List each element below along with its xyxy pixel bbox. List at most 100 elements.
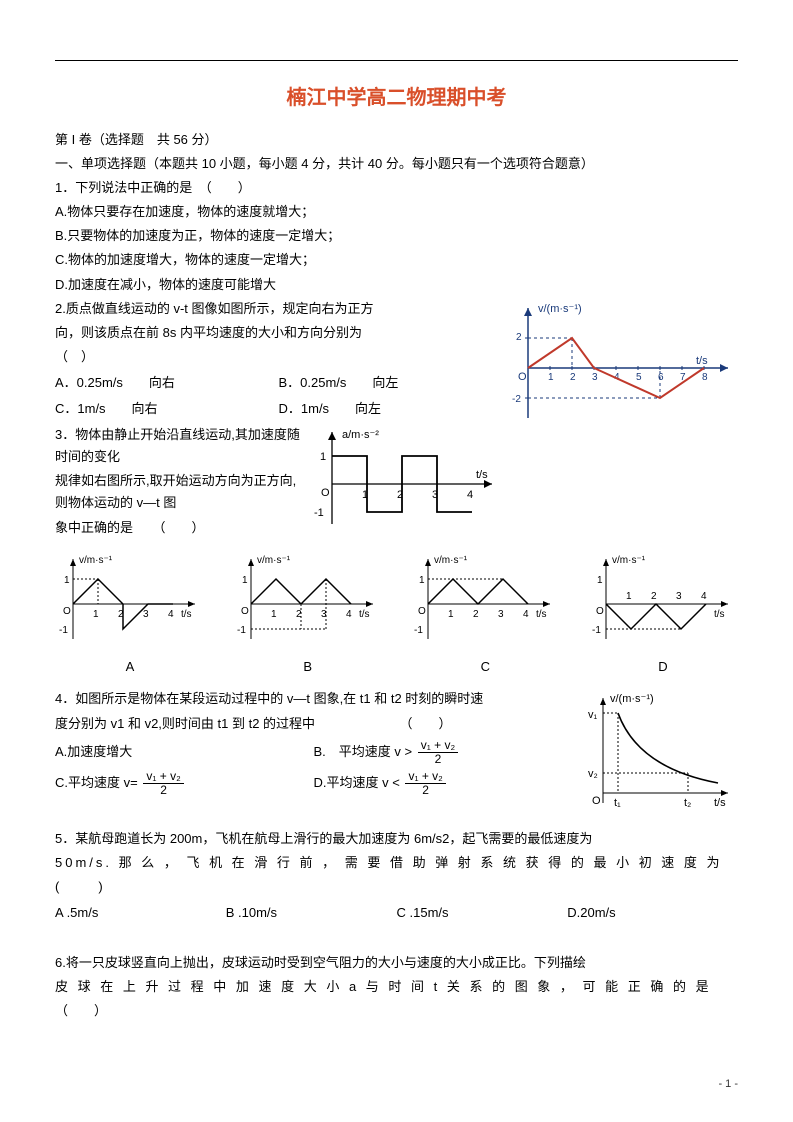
svg-text:1: 1 [242,575,248,586]
q4-optC-text: C.平均速度 v= [55,775,138,790]
svg-text:t/s: t/s [696,355,708,367]
svg-text:4: 4 [168,609,174,620]
svg-text:4: 4 [701,591,707,602]
q4-optA: A.加速度增大 [55,741,314,763]
svg-text:v₁: v₁ [588,709,598,721]
q3-optB-cell: v/m·s⁻¹t/s O 1-1 12 34 B [233,549,383,678]
q2-graph: t/s v/(m·s⁻¹) 123 456 78 2 -2 O [508,298,738,435]
svg-text:1: 1 [548,372,554,383]
frac-den: 2 [405,784,445,797]
fraction-icon: v₁ + v₂ 2 [405,770,445,797]
top-rule [55,60,738,61]
svg-text:8: 8 [702,372,708,383]
svg-text:6: 6 [658,372,664,383]
svg-text:3: 3 [592,372,598,383]
svg-text:3: 3 [676,591,682,602]
svg-text:1: 1 [93,609,99,620]
svg-text:v/m·s⁻¹: v/m·s⁻¹ [434,555,468,566]
svg-text:-1: -1 [237,625,246,636]
svg-text:O: O [418,606,426,617]
q5-stem2: 50m/s. 那 么 ， 飞 机 在 滑 行 前 ， 需 要 借 助 弹 射 系… [55,852,738,874]
q6-stem2: 皮 球 在 上 升 过 程 中 加 速 度 大 小 a 与 时 间 t 关 系 … [55,976,738,998]
svg-text:1: 1 [320,451,326,463]
q3-optA-cell: v/m·s⁻¹t/s O 1-1 12 34 A [55,549,205,678]
svg-text:-1: -1 [314,507,324,519]
q1-stem: 1．下列说法中正确的是 （ ） [55,177,738,199]
q4-optB: B. 平均速度 v > v₁ + v₂ 2 [314,739,573,766]
svg-text:4: 4 [523,609,529,620]
svg-text:t/s: t/s [714,797,726,809]
q3-optC-cell: v/m·s⁻¹ t/s O 1 -1 1 2 3 4 C [410,549,560,678]
q3-optD-cell: v/m·s⁻¹t/s O 1-1 12 34 D [588,549,738,678]
q1-optA: A.物体只要存在加速度，物体的速度就增大； [55,201,738,223]
q5-optA: A .5m/s [55,902,226,924]
q4-optC: C.平均速度 v= v₁ + v₂ 2 [55,770,314,797]
svg-text:t/s: t/s [476,469,488,481]
q6-stem1: 6.将一只皮球竖直向上抛出，皮球运动时受到空气阻力的大小与速度的大小成正比。下列… [55,952,738,974]
svg-text:v/(m·s⁻¹): v/(m·s⁻¹) [538,303,582,315]
svg-text:t₂: t₂ [684,797,691,809]
svg-text:a/m·s⁻²: a/m·s⁻² [342,429,379,441]
svg-text:v/m·s⁻¹: v/m·s⁻¹ [612,555,646,566]
q4-optB-text: B. 平均速度 v > [314,744,413,759]
svg-text:O: O [518,371,527,383]
svg-text:2: 2 [570,372,576,383]
q5-optC: C .15m/s [397,902,568,924]
frac-num: v₁ + v₂ [405,770,445,784]
svg-text:-1: -1 [592,625,601,636]
svg-text:-1: -1 [414,625,423,636]
svg-text:t/s: t/s [359,609,370,620]
page-number: - 1 - [718,1075,738,1094]
svg-text:t₁: t₁ [614,797,621,809]
svg-text:2: 2 [516,332,522,343]
svg-text:5: 5 [636,372,642,383]
svg-text:O: O [241,606,249,617]
q3-graph: a/m·s⁻² t/s O 1 2 3 4 1 -1 [312,424,502,541]
q5-stem1: 5．某航母跑道长为 200m，飞机在航母上滑行的最大加速度为 6m/s2，起飞需… [55,828,738,850]
q5-optB: B .10m/s [226,902,397,924]
q3-optC-label: C [410,656,560,678]
svg-text:2: 2 [651,591,657,602]
q3-options-row: v/m·s⁻¹ t/s O 1 -1 1 2 3 4 A v/m·s⁻¹ t/s O 1 -… [55,549,738,678]
frac-num: v₁ + v₂ [143,770,183,784]
q5-optD: D.20m/s [567,902,738,924]
q3-optA-label: A [55,656,205,678]
q5-stem3: ( ) [55,876,738,898]
svg-text:O: O [592,795,601,807]
fraction-icon: v₁ + v₂ 2 [418,739,458,766]
svg-text:t/s: t/s [181,609,192,620]
q2-optC: C．1m/s 向右 [55,398,279,420]
svg-text:1: 1 [64,575,70,586]
svg-text:v₂: v₂ [588,768,598,780]
svg-text:O: O [321,487,330,499]
svg-text:4: 4 [467,489,473,501]
svg-text:1: 1 [626,591,632,602]
q1-optC: C.物体的加速度增大，物体的速度一定增大； [55,249,738,271]
q2-optA: A．0.25m/s 向右 [55,372,279,394]
svg-text:O: O [63,606,71,617]
svg-text:1: 1 [419,575,425,586]
part1-label: 第 I 卷（选择题 共 56 分） [55,129,738,151]
q1-optD: D.加速度在减小，物体的速度可能增大 [55,274,738,296]
frac-den: 2 [418,753,458,766]
svg-text:3: 3 [143,609,149,620]
q1-optB: B.只要物体的加速度为正，物体的速度一定增大； [55,225,738,247]
svg-text:2: 2 [473,609,479,620]
q2-optB: B．0.25m/s 向左 [279,372,503,394]
svg-text:1: 1 [271,609,277,620]
q4-optD-text: D.平均速度 v < [314,775,400,790]
svg-text:2: 2 [296,609,302,620]
svg-text:t/s: t/s [714,609,725,620]
frac-num: v₁ + v₂ [418,739,458,753]
q6-stem3: （ ） [55,1000,738,1022]
svg-text:3: 3 [321,609,327,620]
svg-text:3: 3 [498,609,504,620]
q4-optD: D.平均速度 v < v₁ + v₂ 2 [314,770,573,797]
frac-den: 2 [143,784,183,797]
svg-text:t/s: t/s [536,609,547,620]
svg-text:v/m·s⁻¹: v/m·s⁻¹ [79,555,113,566]
svg-text:v/(m·s⁻¹): v/(m·s⁻¹) [610,693,654,705]
svg-text:1: 1 [448,609,454,620]
svg-text:-1: -1 [59,625,68,636]
q2-optD: D．1m/s 向左 [279,398,503,420]
